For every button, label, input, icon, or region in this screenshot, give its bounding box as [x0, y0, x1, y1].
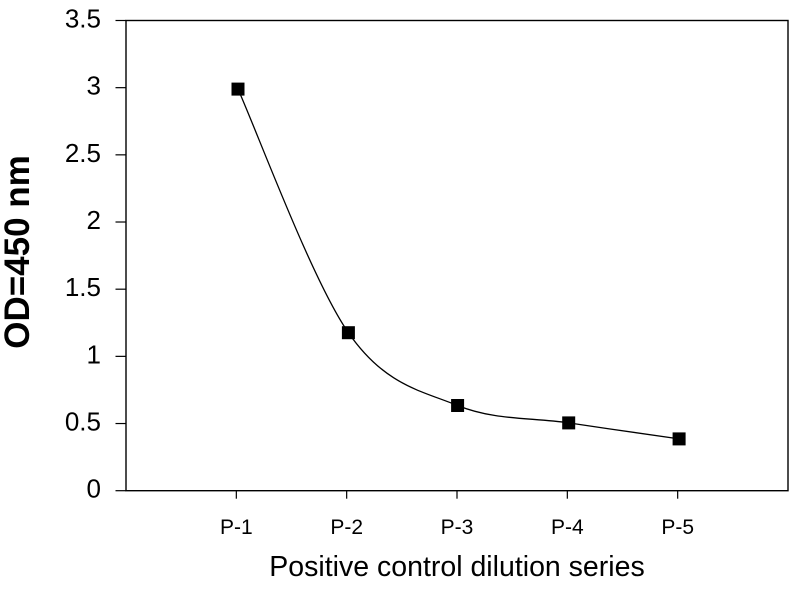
svg-text:2: 2: [87, 205, 101, 235]
svg-text:P-4: P-4: [551, 516, 584, 539]
svg-text:1: 1: [87, 339, 101, 369]
svg-text:0: 0: [87, 474, 101, 504]
svg-text:P-3: P-3: [441, 516, 474, 539]
svg-text:1.5: 1.5: [65, 272, 101, 302]
svg-text:3: 3: [87, 71, 101, 101]
svg-text:P-5: P-5: [661, 516, 694, 539]
svg-text:P-1: P-1: [220, 516, 253, 539]
svg-text:P-2: P-2: [330, 516, 363, 539]
svg-text:3.5: 3.5: [65, 4, 101, 34]
svg-text:Positive control dilution seri: Positive control dilution series: [269, 551, 644, 583]
svg-text:2.5: 2.5: [65, 138, 101, 168]
svg-text:OD=450 nm: OD=450 nm: [0, 155, 37, 349]
svg-text:0.5: 0.5: [65, 407, 101, 437]
